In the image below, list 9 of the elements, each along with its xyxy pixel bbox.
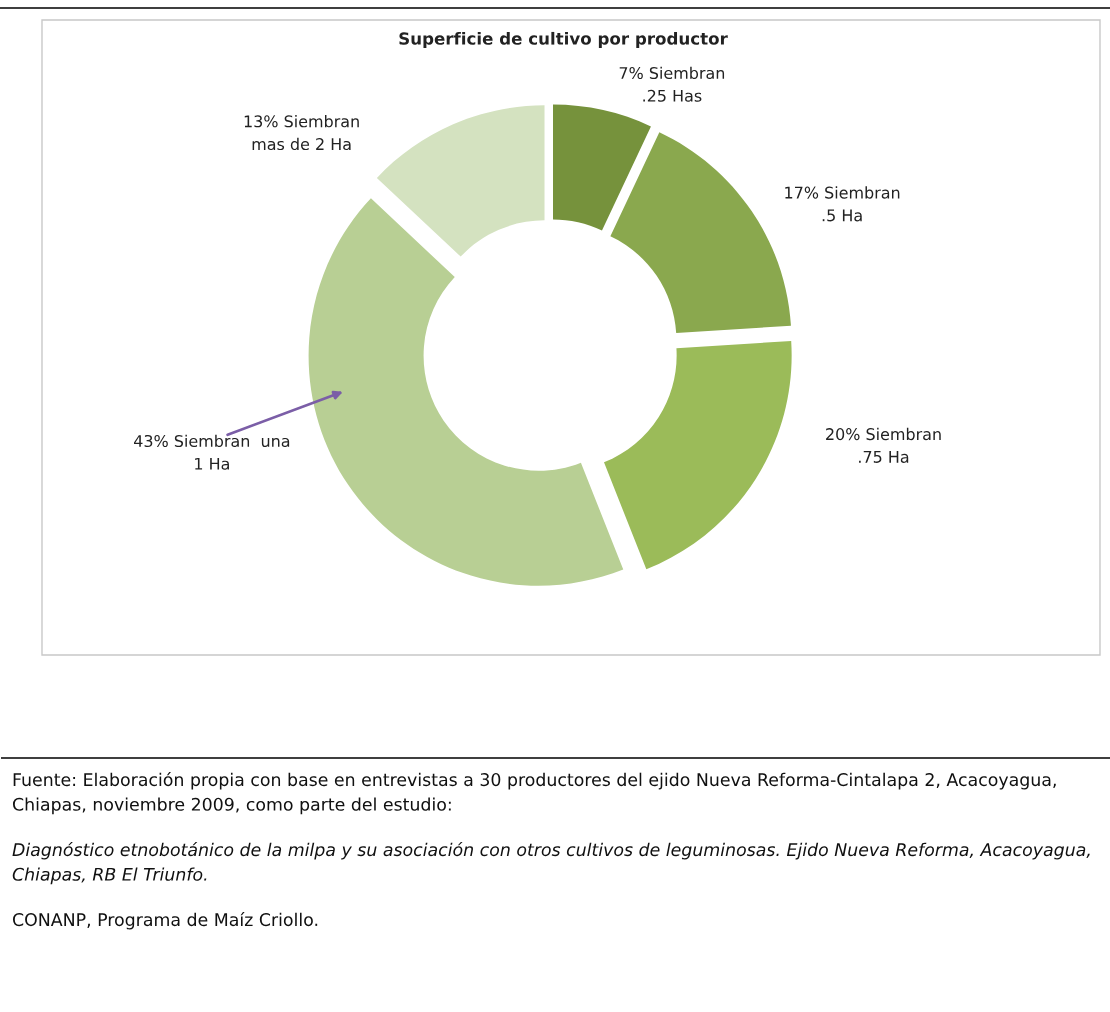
slice-label: 20% Siembran .75 Ha	[826, 427, 941, 463]
slice-label: 13% Siembran mas de 2 Ha	[244, 115, 359, 151]
slice-label: 17% Siembran .5 Ha	[785, 186, 900, 222]
slice-label: 43% Siembran una 1 Ha	[134, 434, 290, 470]
source-note: Fuente: Elaboración propia con base en entrevistas a 30 productores del ejido Nueva Reforma-Cintalapa 2, Acacoyagua, Chiapas, noviembre 2009, como parte del estudio:	[12, 772, 1056, 815]
text: Diagnóstico etnobotánico de la milpa y su asociación con otros cultivos de leguminosas. Ejido Nueva Reforma, Acacoyagua, Chiapas, RB El Triunfo.	[12, 842, 1090, 885]
text: CONANP, Programa de Maíz Criollo.	[12, 912, 318, 930]
chart-title: Superficie de cultivo por productor	[399, 31, 728, 49]
slice-label: 7% Siembran .25 Has	[619, 66, 725, 102]
